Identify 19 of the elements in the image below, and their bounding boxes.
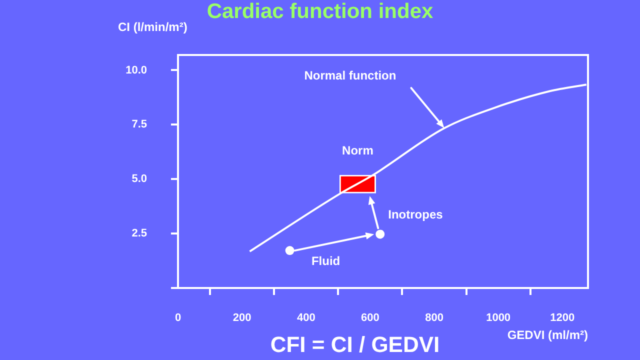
x-tick-label: 1200 [550, 312, 575, 324]
y-tick-label: 5.0 [132, 173, 147, 186]
y-tick-label: 2.5 [132, 228, 147, 240]
x-tick-label: 600 [361, 312, 380, 324]
y-axis-title: CI (l/min/m²) [118, 20, 188, 34]
chart-title: Cardiac function index [206, 0, 434, 23]
annotation: Inotropes [388, 208, 444, 222]
x-tick-label: 400 [296, 312, 316, 324]
y-tick-label: 10.0 [126, 64, 147, 76]
x-tick-label: 800 [425, 312, 444, 324]
x-tick-label: 1000 [486, 312, 511, 324]
annotation: Fluid [311, 254, 340, 268]
annotation: Normal function [304, 68, 396, 82]
annotation: Norm [342, 144, 374, 158]
x-axis-title: GEDVI (ml/m²) [507, 328, 588, 342]
text: CFI = CI / GEDVI [270, 332, 440, 357]
x-tick-label: 0 [174, 312, 182, 324]
y-tick-label: 7.5 [132, 118, 147, 131]
x-tick-label: 200 [232, 312, 252, 324]
